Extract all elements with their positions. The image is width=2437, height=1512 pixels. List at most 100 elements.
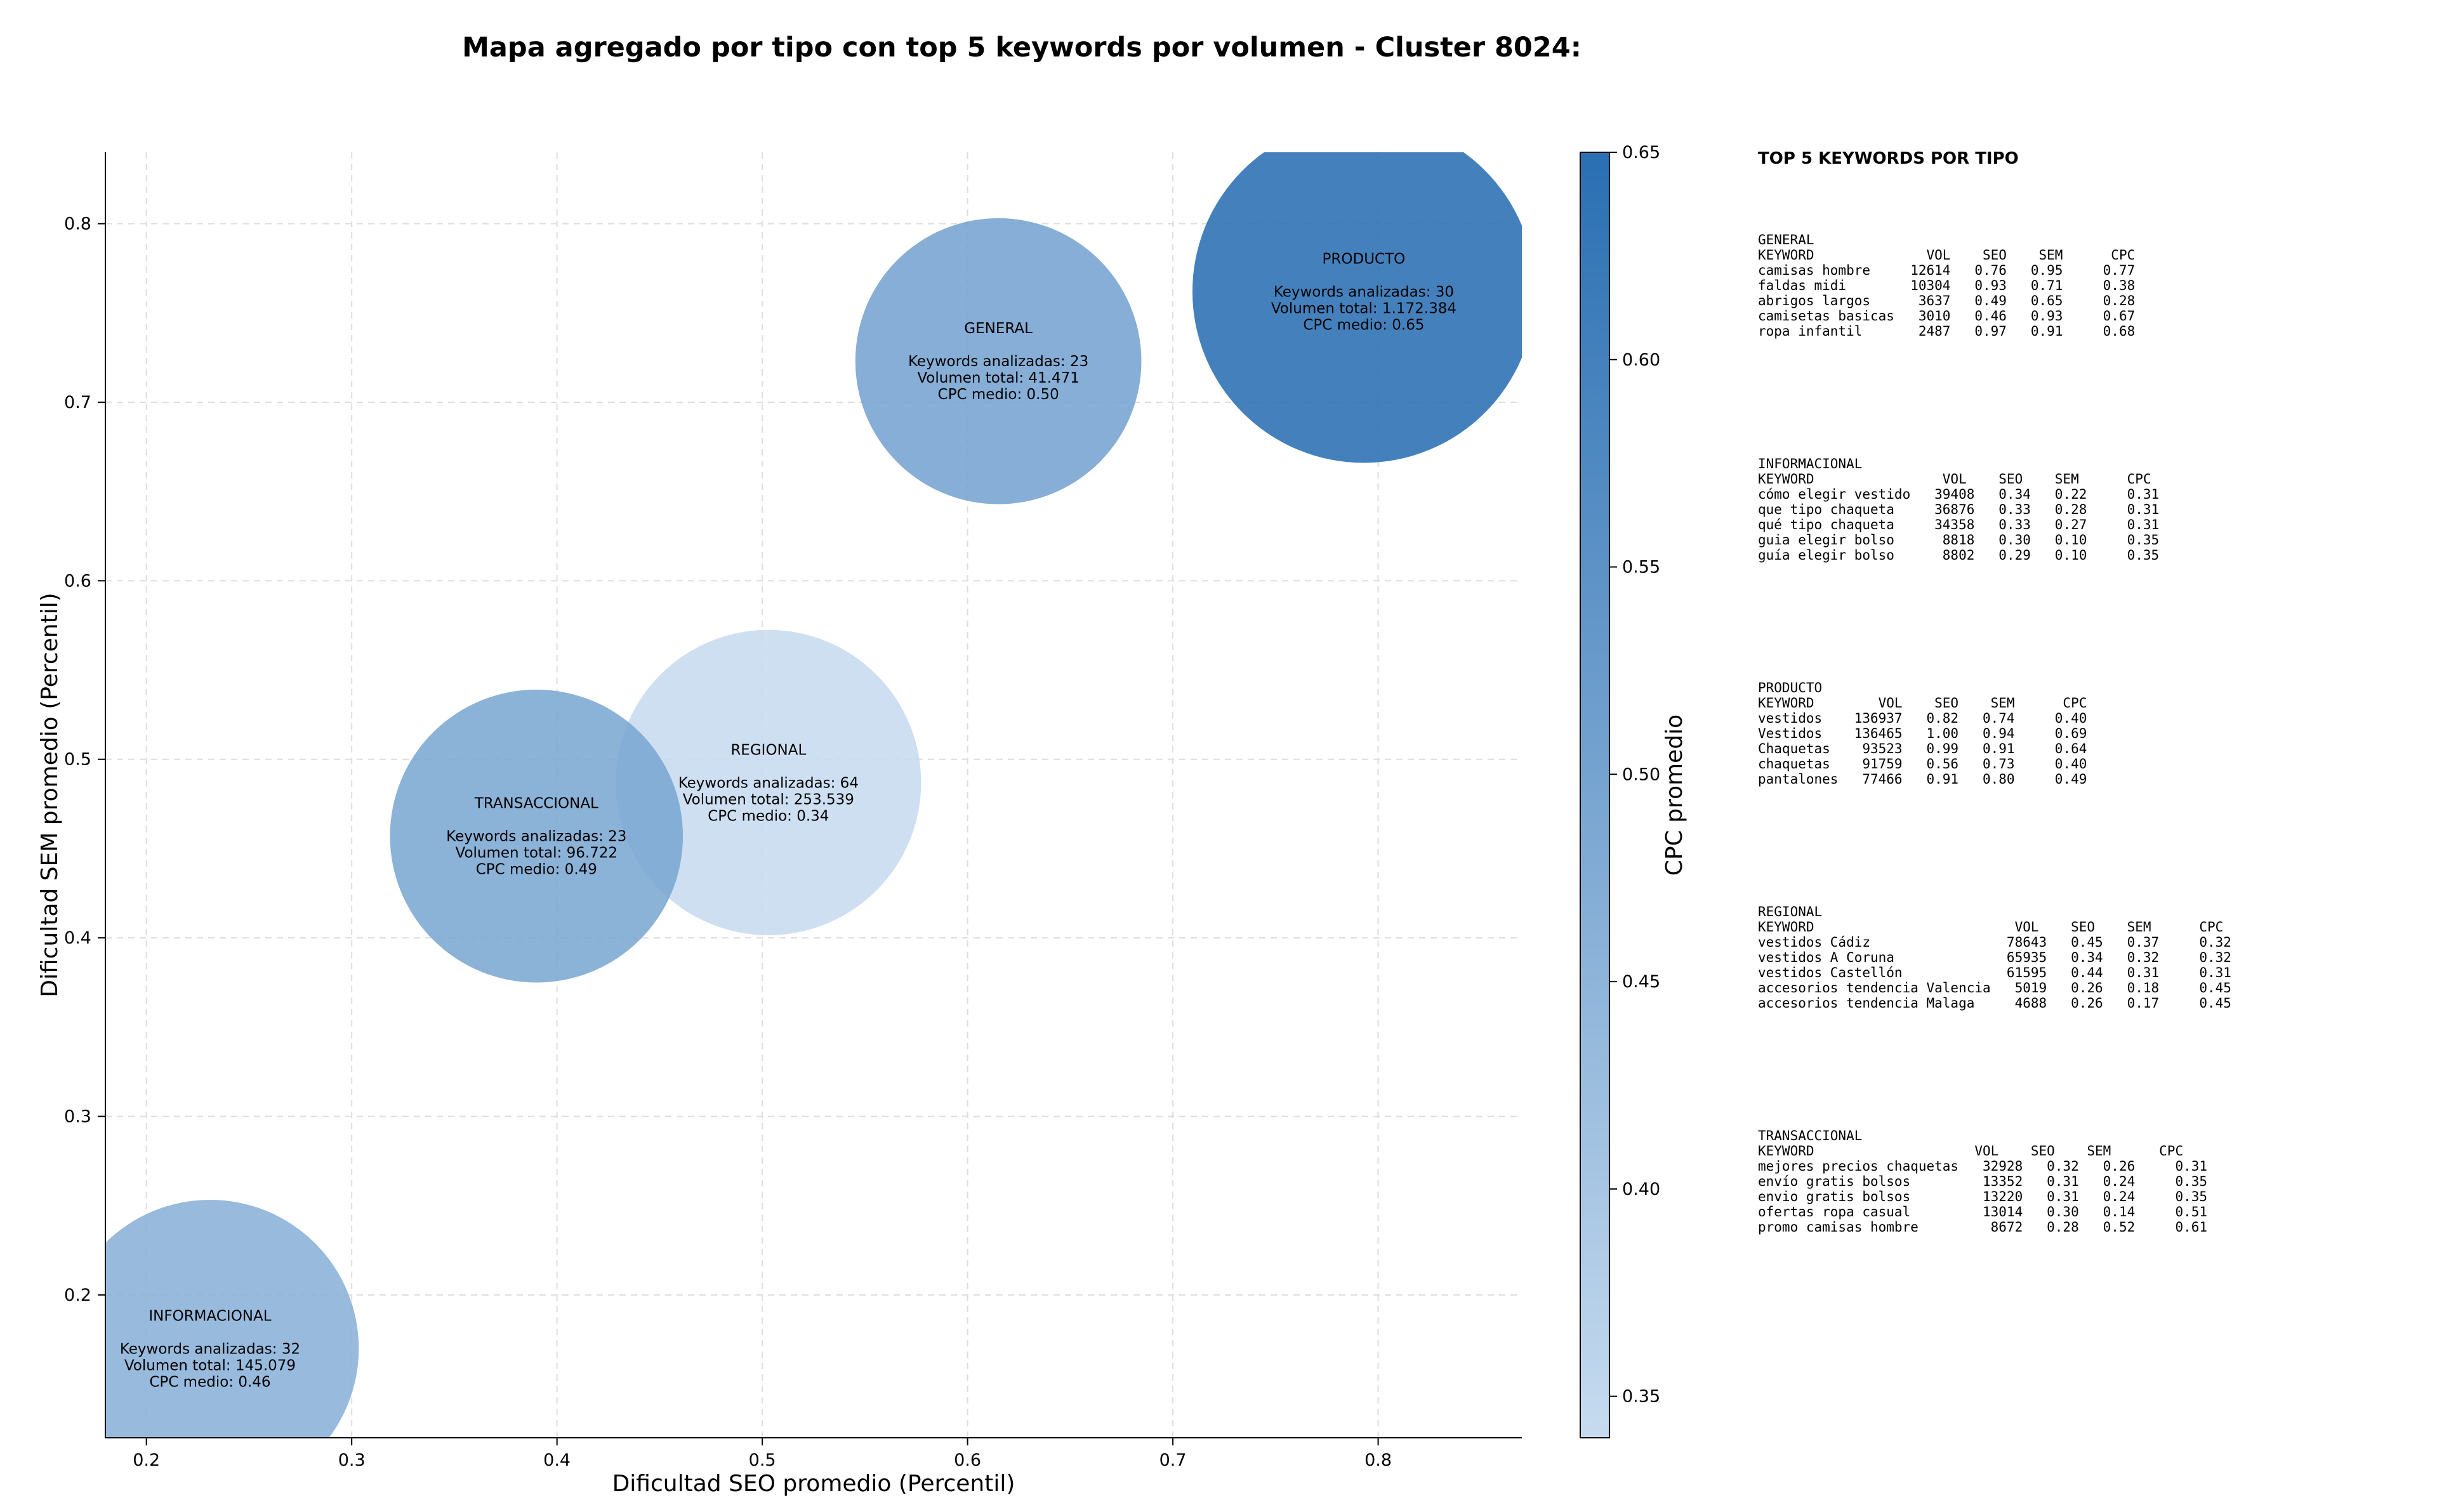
keyword-row: accesorios tendencia Malaga 4688 0.26 0.…: [1758, 996, 2231, 1011]
bubble-stat-label: Volumen total: 1.172.384: [1271, 300, 1456, 317]
keywords-panel-heading: TOP 5 KEYWORDS POR TIPO: [1758, 149, 2019, 168]
keyword-block-name: TRANSACCIONAL: [1758, 1128, 1863, 1143]
y-tick-label: 0.2: [64, 1285, 91, 1305]
keyword-row: qué tipo chaqueta 34358 0.33 0.27 0.31: [1758, 517, 2160, 532]
keyword-row: faldas midi 10304 0.93 0.71 0.38: [1758, 278, 2136, 293]
axes: [105, 152, 1522, 1438]
keyword-block-transaccional: TRANSACCIONAL KEYWORD VOL SEO SEM CPC mejo…: [1758, 1128, 2431, 1235]
keyword-row: promo camisas hombre 8672 0.28 0.52 0.61: [1758, 1219, 2208, 1235]
keyword-row: vestidos Cádiz 78643 0.45 0.37 0.32: [1758, 935, 2231, 950]
keyword-row: accesorios tendencia Valencia 5019 0.26 …: [1758, 980, 2231, 996]
keyword-blocks: GENERAL KEYWORD VOL SEO SEM CPC camisas ho…: [1758, 232, 2431, 1235]
colorbar-tick-label: 0.40: [1622, 1180, 1660, 1199]
colorbar-tick-label: 0.50: [1622, 765, 1660, 784]
x-tick-label: 0.7: [1159, 1450, 1187, 1470]
keyword-row: vestidos Castellón 61595 0.44 0.31 0.31: [1758, 965, 2231, 980]
bubble-stat-label: Keywords analizadas: 32: [120, 1341, 300, 1357]
colorbar-tick-label: 0.60: [1622, 350, 1660, 370]
colorbar-gradient: [1580, 152, 1610, 1438]
keyword-block-name: GENERAL: [1758, 232, 1814, 247]
y-tick-label: 0.7: [64, 393, 91, 412]
keyword-block-general: GENERAL KEYWORD VOL SEO SEM CPC camisas ho…: [1758, 232, 2431, 339]
keyword-row: abrigos largos 3637 0.49 0.65 0.28: [1758, 293, 2136, 308]
x-tick-label: 0.2: [133, 1450, 160, 1470]
keyword-block-name: REGIONAL: [1758, 904, 1823, 919]
keyword-table-header: KEYWORD VOL SEO SEM CPC: [1758, 695, 2087, 711]
colorbar: [1580, 152, 1610, 1438]
bubble-regional: [616, 629, 921, 935]
y-tick-label: 0.5: [64, 750, 91, 770]
chart-title: Mapa agregado por tipo con top 5 keyword…: [462, 32, 1582, 63]
y-ticks: 0.2 0.3 0.4 0.5 0.6 0.7 0.8: [64, 214, 105, 1305]
keyword-row: camisetas basicas 3010 0.46 0.93 0.67: [1758, 308, 2136, 324]
bubble-stat-label: Keywords analizadas: 64: [678, 775, 859, 791]
y-tick-label: 0.4: [64, 928, 91, 948]
bubble-type-label: PRODUCTO: [1323, 251, 1406, 267]
x-tick-label: 0.6: [954, 1450, 981, 1470]
y-tick-label: 0.6: [64, 571, 91, 591]
bubble-type-label: GENERAL: [964, 320, 1033, 337]
keyword-row: guía elegir bolso 8802 0.29 0.10 0.35: [1758, 548, 2160, 563]
keyword-table-header: KEYWORD VOL SEO SEM CPC: [1758, 247, 2136, 263]
bubble-informacional: [105, 1200, 359, 1438]
colorbar-tick-label: 0.55: [1622, 558, 1660, 577]
y-axis-label: Dificultad SEM promedio (Percentil): [37, 593, 63, 997]
keyword-row: ropa infantil 2487 0.97 0.91 0.68: [1758, 324, 2136, 339]
bubble-stat-label: Volumen total: 96.722: [456, 845, 618, 862]
bubble-stat-label: Volumen total: 145.079: [124, 1357, 296, 1374]
keyword-row: Vestidos 136465 1.00 0.94 0.69: [1758, 726, 2087, 741]
bubble-type-label: TRANSACCIONAL: [474, 796, 598, 812]
bubble-stat-label: CPC medio: 0.46: [149, 1374, 270, 1390]
colorbar-tick-label: 0.65: [1622, 143, 1660, 162]
bubble-stat-label: CPC medio: 0.65: [1303, 317, 1424, 333]
colorbar-tick-label: 0.35: [1622, 1387, 1660, 1407]
keyword-row: mejores precios chaquetas 32928 0.32 0.2…: [1758, 1159, 2208, 1174]
keyword-row: vestidos A Coruna 65935 0.34 0.32 0.32: [1758, 950, 2231, 965]
x-tick-label: 0.5: [749, 1450, 776, 1470]
colorbar-tick-label: 0.45: [1622, 972, 1660, 992]
bubble-stat-label: Keywords analizadas: 23: [908, 353, 1088, 370]
bubble-stat-label: CPC medio: 0.34: [708, 808, 829, 824]
bubble-stat-label: CPC medio: 0.49: [476, 862, 597, 878]
keyword-row: Chaquetas 93523 0.99 0.91 0.64: [1758, 741, 2087, 756]
x-axis-label: Dificultad SEO promedio (Percentil): [612, 1471, 1015, 1497]
keyword-row: cómo elegir vestido 39408 0.34 0.22 0.31: [1758, 487, 2160, 502]
keyword-block-producto: PRODUCTO KEYWORD VOL SEO SEM CPC vestidos …: [1758, 680, 2431, 787]
bubble-stat-label: Volumen total: 41.471: [917, 370, 1080, 386]
x-tick-label: 0.3: [338, 1450, 366, 1470]
bubble-stat-label: CPC medio: 0.50: [938, 386, 1059, 403]
keyword-block-informacional: INFORMACIONAL KEYWORD VOL SEO SEM CPC cómo…: [1758, 456, 2431, 563]
y-tick-label: 0.3: [64, 1107, 91, 1127]
bubble-type-label: INFORMACIONAL: [149, 1308, 271, 1324]
keyword-block-regional: REGIONAL KEYWORD VOL SEO SEM CPC vestidos …: [1758, 904, 2431, 1011]
keyword-table-header: KEYWORD VOL SEO SEM CPC: [1758, 1143, 2184, 1159]
bubble-stat-label: Keywords analizadas: 23: [446, 829, 626, 845]
keyword-block-name: PRODUCTO: [1758, 680, 1823, 695]
keyword-row: envio gratis bolsos 13220 0.31 0.24 0.35: [1758, 1189, 2208, 1204]
bubble-type-label: REGIONAL: [730, 742, 806, 758]
keyword-table-header: KEYWORD VOL SEO SEM CPC: [1758, 471, 2151, 487]
keyword-row: envío gratis bolsos 13352 0.31 0.24 0.35: [1758, 1174, 2208, 1189]
keyword-row: chaquetas 91759 0.56 0.73 0.40: [1758, 756, 2087, 772]
bubble-general: [855, 218, 1142, 504]
keyword-row: ofertas ropa casual 13014 0.30 0.14 0.51: [1758, 1204, 2208, 1219]
keyword-row: guia elegir bolso 8818 0.30 0.10 0.35: [1758, 532, 2160, 548]
keyword-row: que tipo chaqueta 36876 0.33 0.28 0.31: [1758, 502, 2160, 517]
keyword-row: camisas hombre 12614 0.76 0.95 0.77: [1758, 263, 2136, 278]
bubble-producto: [1192, 152, 1522, 463]
bubble-stat-label: Keywords analizadas: 30: [1274, 284, 1454, 300]
bubbles: [105, 152, 1522, 1438]
keywords-panel: TOP 5 KEYWORDS POR TIPO GENERAL KEYWORD V…: [1758, 149, 2431, 1235]
bubble-stat-label: Volumen total: 253.539: [683, 791, 854, 808]
x-tick-label: 0.4: [543, 1450, 571, 1470]
x-ticks: 0.2 0.3 0.4 0.5 0.6 0.7 0.8: [133, 1438, 1392, 1470]
x-tick-label: 0.8: [1364, 1450, 1392, 1470]
colorbar-label: CPC promedio: [1661, 714, 1687, 876]
keyword-row: pantalones 77466 0.91 0.80 0.49: [1758, 772, 2087, 787]
bubble-transaccional: [390, 689, 684, 983]
y-tick-label: 0.8: [64, 214, 91, 234]
colorbar-ticks: 0.35 0.40 0.45 0.50 0.55 0.60 0.65: [1609, 143, 1660, 1407]
keyword-row: vestidos 136937 0.82 0.74 0.40: [1758, 711, 2087, 726]
